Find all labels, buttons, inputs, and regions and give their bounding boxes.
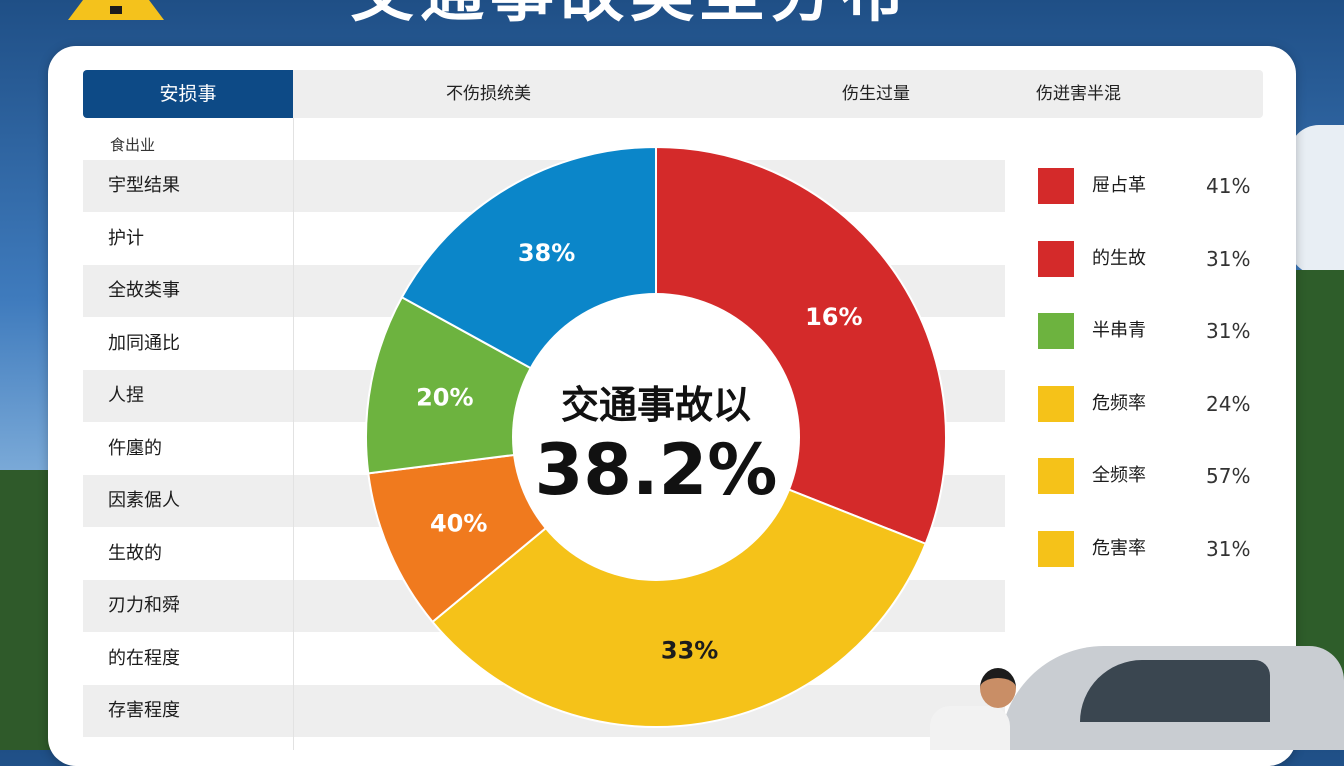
legend-item: 危频率 24% (1038, 385, 1258, 424)
row-label: 人捏 (108, 385, 144, 406)
row-label: 加同通比 (108, 332, 180, 354)
warning-icon (68, 0, 164, 20)
legend-swatch (1038, 240, 1074, 277)
legend-item: 危害率 31% (1038, 530, 1258, 569)
row-label: 全故类事 (108, 280, 180, 301)
legend-swatch (1038, 530, 1074, 567)
legend-value: 24% (1206, 391, 1251, 416)
page-title: 交通事故类型分布 (350, 0, 910, 26)
legend-label: 危害率 (1092, 537, 1146, 559)
slice-label: 38% (518, 239, 575, 267)
row-label: 生故的 (108, 542, 162, 564)
legend-item: 半串青 31% (1038, 313, 1258, 351)
header-column-2: 伤生过量 (842, 84, 910, 104)
row-label: 的在程度 (108, 647, 180, 669)
legend-label: 危频率 (1092, 392, 1146, 414)
legend-value: 31% (1206, 246, 1251, 271)
slice-label: 40% (430, 509, 487, 537)
legend-label: 全频率 (1092, 465, 1146, 486)
legend-value: 57% (1206, 464, 1251, 488)
legend-swatch (1038, 385, 1074, 422)
slice-label: 16% (805, 303, 862, 331)
legend-item: 的生故 31% (1038, 240, 1258, 279)
person-body (930, 706, 1010, 750)
header-column-1: 不伤损统美 (446, 84, 531, 104)
background-cloud (1289, 125, 1344, 275)
legend-label: 屉占革 (1092, 175, 1146, 196)
legend-item: 屉占革 41% (1038, 168, 1258, 206)
tab-active[interactable]: 安损事 (83, 70, 293, 118)
row-label: 存害程度 (108, 700, 180, 721)
header-column-3: 伤迸害半混 (1036, 84, 1121, 104)
legend-value: 41% (1206, 174, 1251, 198)
row-label: 仵廛的 (108, 437, 162, 459)
legend-value: 31% (1206, 319, 1251, 343)
legend-item: 全频率 57% (1038, 458, 1258, 496)
slice-label: 20% (416, 384, 473, 412)
car-window (1080, 660, 1270, 722)
legend-label: 的生故 (1092, 247, 1146, 269)
column-divider (293, 118, 294, 750)
donut-center-value: 38.2% (535, 429, 778, 511)
legend-swatch (1038, 458, 1074, 494)
pie-slice (431, 435, 927, 728)
person-head (980, 668, 1016, 708)
legend-label: 半串青 (1092, 320, 1146, 341)
left-subheader: 食出业 (110, 136, 156, 154)
row-label: 护计 (108, 227, 144, 249)
slice-label: 33% (661, 636, 718, 664)
donut-chart: 交通事故以 38.2% 16% 33% 40% 20% 38% (365, 145, 947, 728)
row-label: 刃力和舜 (108, 595, 180, 616)
row-label: 宇型结果 (108, 175, 180, 196)
row-label: 因素倨人 (108, 490, 180, 511)
legend-value: 31% (1206, 536, 1251, 561)
donut-center-label: 交通事故以 (561, 383, 751, 427)
donut-hole (512, 293, 800, 581)
legend-swatch (1038, 313, 1074, 349)
legend-swatch (1038, 168, 1074, 204)
